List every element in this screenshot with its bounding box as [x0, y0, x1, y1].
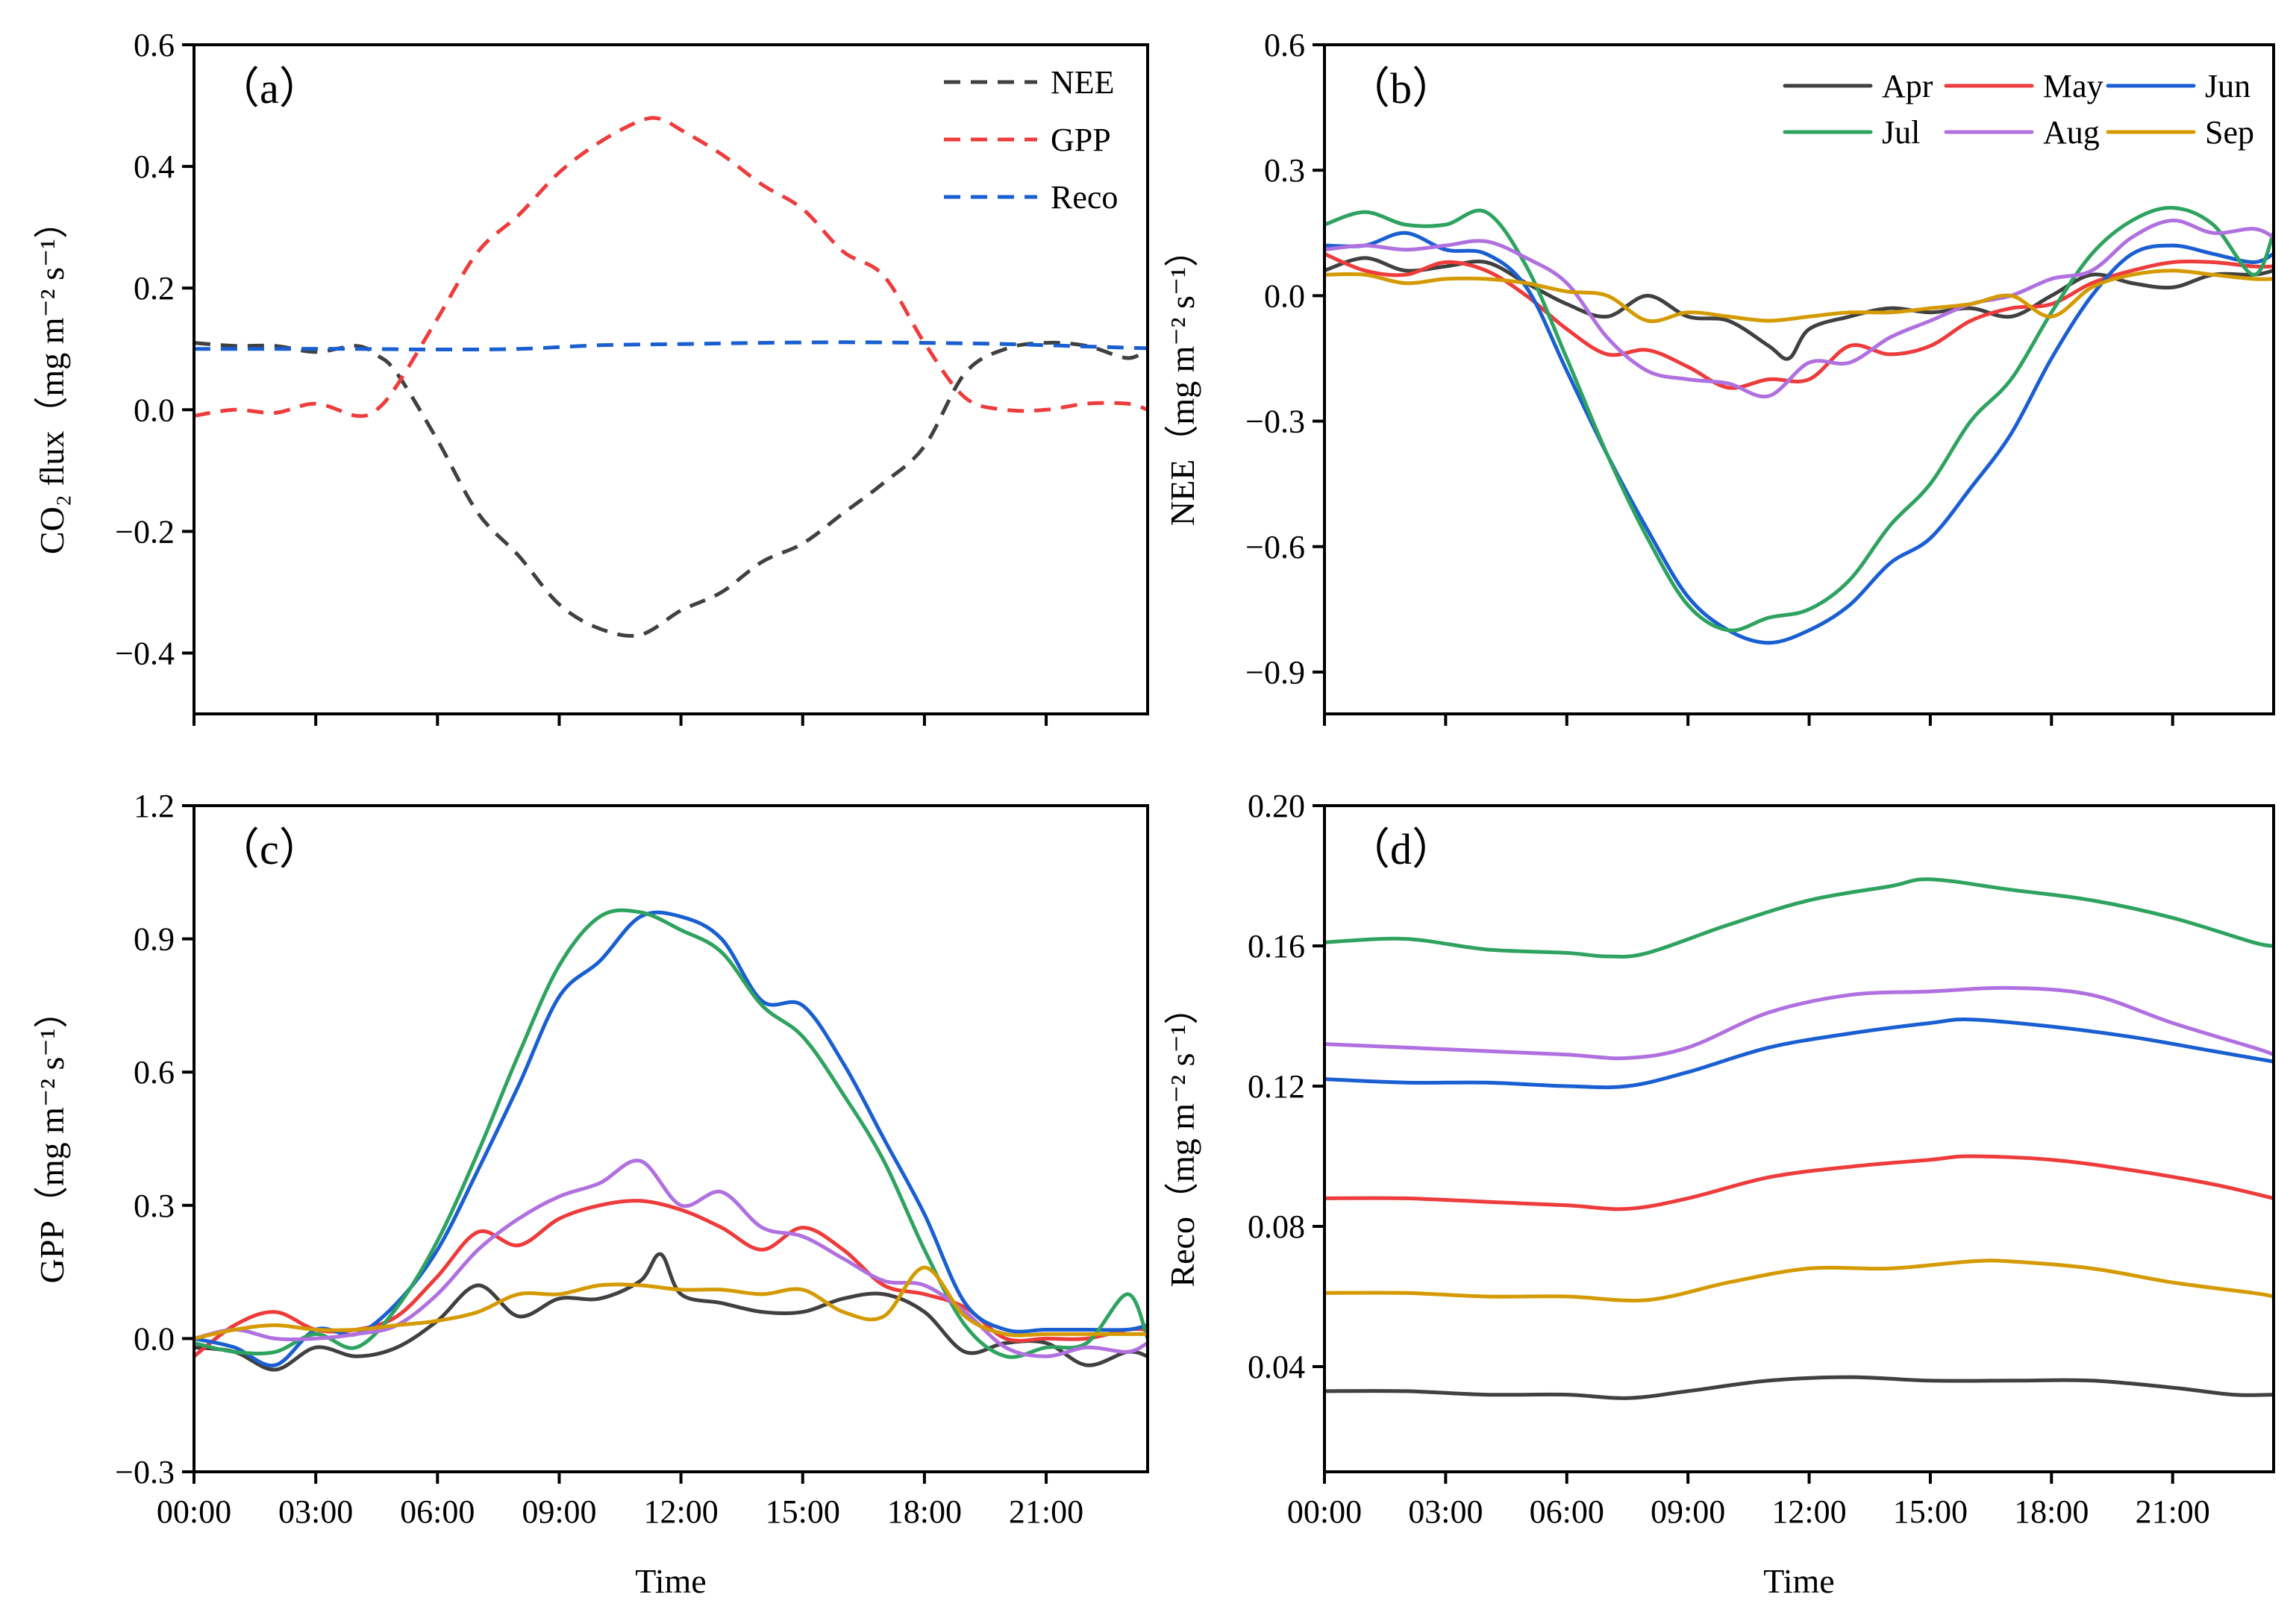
x-tick-label: 06:00	[400, 1493, 475, 1530]
y-axis-title: NEE（mg m⁻² s⁻¹）	[1163, 233, 1201, 526]
legend-label-apr: Apr	[1882, 68, 1933, 104]
plot-frame	[193, 804, 1149, 1473]
series-line-jul	[1324, 206, 2274, 633]
panel-label: （c）	[216, 825, 322, 874]
panel-a: −0.4 −0.2 0.0 0.2 0.4 0.6 CO₂ flux（mg m⁻² s⁻¹）…	[33, 27, 1149, 726]
panel-c: −0.3 0.0 0.3 0.6 0.9 1.2 00:00 03:00 06:00 09:00 1…	[33, 788, 1149, 1600]
y-tick-label: 0.3	[1264, 152, 1305, 189]
y-axis-title: GPP（mg m⁻² s⁻¹）	[33, 994, 71, 1284]
legend-label-nee: NEE	[1051, 64, 1115, 101]
y-tick-label: 1.2	[134, 788, 175, 824]
legend-label-jun: Jun	[2205, 68, 2250, 104]
series-line-apr	[1324, 256, 2274, 361]
series-line-jun	[194, 910, 1148, 1368]
x-tick-label: 18:00	[2014, 1493, 2089, 1530]
y-axis-title: Reco（mg m⁻² s⁻¹）	[1163, 990, 1201, 1287]
x-axis-title: Time	[1763, 1562, 1834, 1600]
x-axis-title: Time	[635, 1562, 706, 1600]
legend-label-may: May	[2043, 68, 2103, 104]
series-line-sep	[1324, 269, 2274, 324]
y-tick-label: 0.3	[134, 1188, 175, 1224]
y-tick-label: 0.0	[1264, 277, 1305, 314]
x-tick-label: 03:00	[1408, 1493, 1483, 1530]
y-tick-label: −0.6	[1245, 529, 1305, 565]
series-group	[1324, 206, 2274, 645]
plot-frame	[1323, 804, 2275, 1473]
x-tick-label: 12:00	[643, 1493, 718, 1530]
series-line-jun	[1324, 1017, 2274, 1090]
x-tick-label: 15:00	[1893, 1493, 1968, 1530]
series-line-sep	[194, 1265, 1148, 1341]
series-line-may	[1324, 251, 2274, 390]
legend-a: NEE GPP Reco	[944, 64, 1118, 216]
panel-d: 0.04 0.08 0.12 0.16 0.20 00:00 03:00 06:00 09:00…	[1163, 788, 2275, 1600]
series-line-apr	[1324, 1375, 2274, 1400]
series-line-jun	[1324, 231, 2274, 645]
x-tick-label: 03:00	[278, 1493, 353, 1530]
y-tick-label: −0.3	[1245, 404, 1305, 440]
series-group	[194, 116, 1148, 638]
series-line-aug	[194, 1158, 1148, 1358]
y-tick-label: −0.9	[1245, 654, 1305, 691]
x-tick-label: 06:00	[1530, 1493, 1604, 1530]
y-tick-label: 0.6	[1264, 27, 1305, 63]
series-line-reco	[194, 340, 1148, 352]
panel-label: （b）	[1347, 64, 1455, 113]
y-tick-label: 0.6	[134, 1054, 175, 1091]
legend-label-sep: Sep	[2205, 114, 2254, 151]
legend-b: Apr May Jun Jul Aug Sep	[1783, 68, 2254, 151]
series-line-jul	[1324, 877, 2274, 959]
panel-b: −0.9 −0.6 −0.3 0.0 0.3 0.6 NEE（mg m⁻² s⁻¹） （b） A…	[1163, 27, 2275, 726]
series-line-gpp	[194, 116, 1148, 418]
x-tick-label: 12:00	[1771, 1493, 1846, 1530]
x-tick-label: 09:00	[522, 1493, 596, 1530]
y-tick-label: 0.2	[134, 270, 175, 307]
y-axis-title: CO₂ flux（mg m⁻² s⁻¹）	[33, 204, 71, 554]
legend-label-gpp: GPP	[1051, 122, 1111, 158]
legend-label-aug: Aug	[2043, 114, 2100, 151]
panel-label: （d）	[1347, 825, 1455, 874]
y-tick-label: −0.2	[115, 513, 175, 550]
y-tick-label: 0.0	[134, 392, 175, 428]
series-line-sep	[1324, 1258, 2274, 1302]
series-line-may	[1324, 1154, 2274, 1211]
x-tick-label: 21:00	[2136, 1493, 2210, 1530]
legend-label-reco: Reco	[1051, 179, 1118, 216]
y-tick-label: −0.4	[115, 635, 175, 671]
panel-label: （a）	[216, 64, 322, 113]
y-tick-label: 0.04	[1248, 1349, 1305, 1385]
y-tick-label: 0.20	[1248, 788, 1305, 824]
series-group	[194, 908, 1148, 1372]
x-tick-label: 00:00	[1287, 1493, 1362, 1530]
y-tick-label: 0.08	[1248, 1208, 1305, 1245]
legend-label-jul: Jul	[1882, 114, 1920, 151]
y-tick-label: 0.9	[134, 921, 175, 958]
y-tick-label: −0.3	[115, 1454, 175, 1490]
y-tick-label: 0.12	[1248, 1068, 1305, 1105]
series-line-nee	[194, 340, 1148, 638]
series-line-apr	[194, 1252, 1148, 1372]
plot-frame	[1323, 43, 2275, 715]
plot-frame	[193, 43, 1149, 715]
x-tick-label: 09:00	[1651, 1493, 1725, 1530]
x-tick-label: 21:00	[1009, 1493, 1083, 1530]
x-tick-label: 15:00	[766, 1493, 840, 1530]
series-group	[1324, 877, 2274, 1400]
x-tick-label: 00:00	[157, 1493, 231, 1530]
y-tick-label: 0.6	[134, 27, 175, 63]
y-tick-label: 0.4	[134, 148, 175, 185]
y-tick-label: 0.0	[134, 1320, 175, 1357]
series-line-aug	[1324, 985, 2274, 1061]
x-tick-label: 18:00	[887, 1493, 962, 1530]
series-line-aug	[1324, 219, 2274, 399]
y-tick-label: 0.16	[1248, 928, 1305, 965]
